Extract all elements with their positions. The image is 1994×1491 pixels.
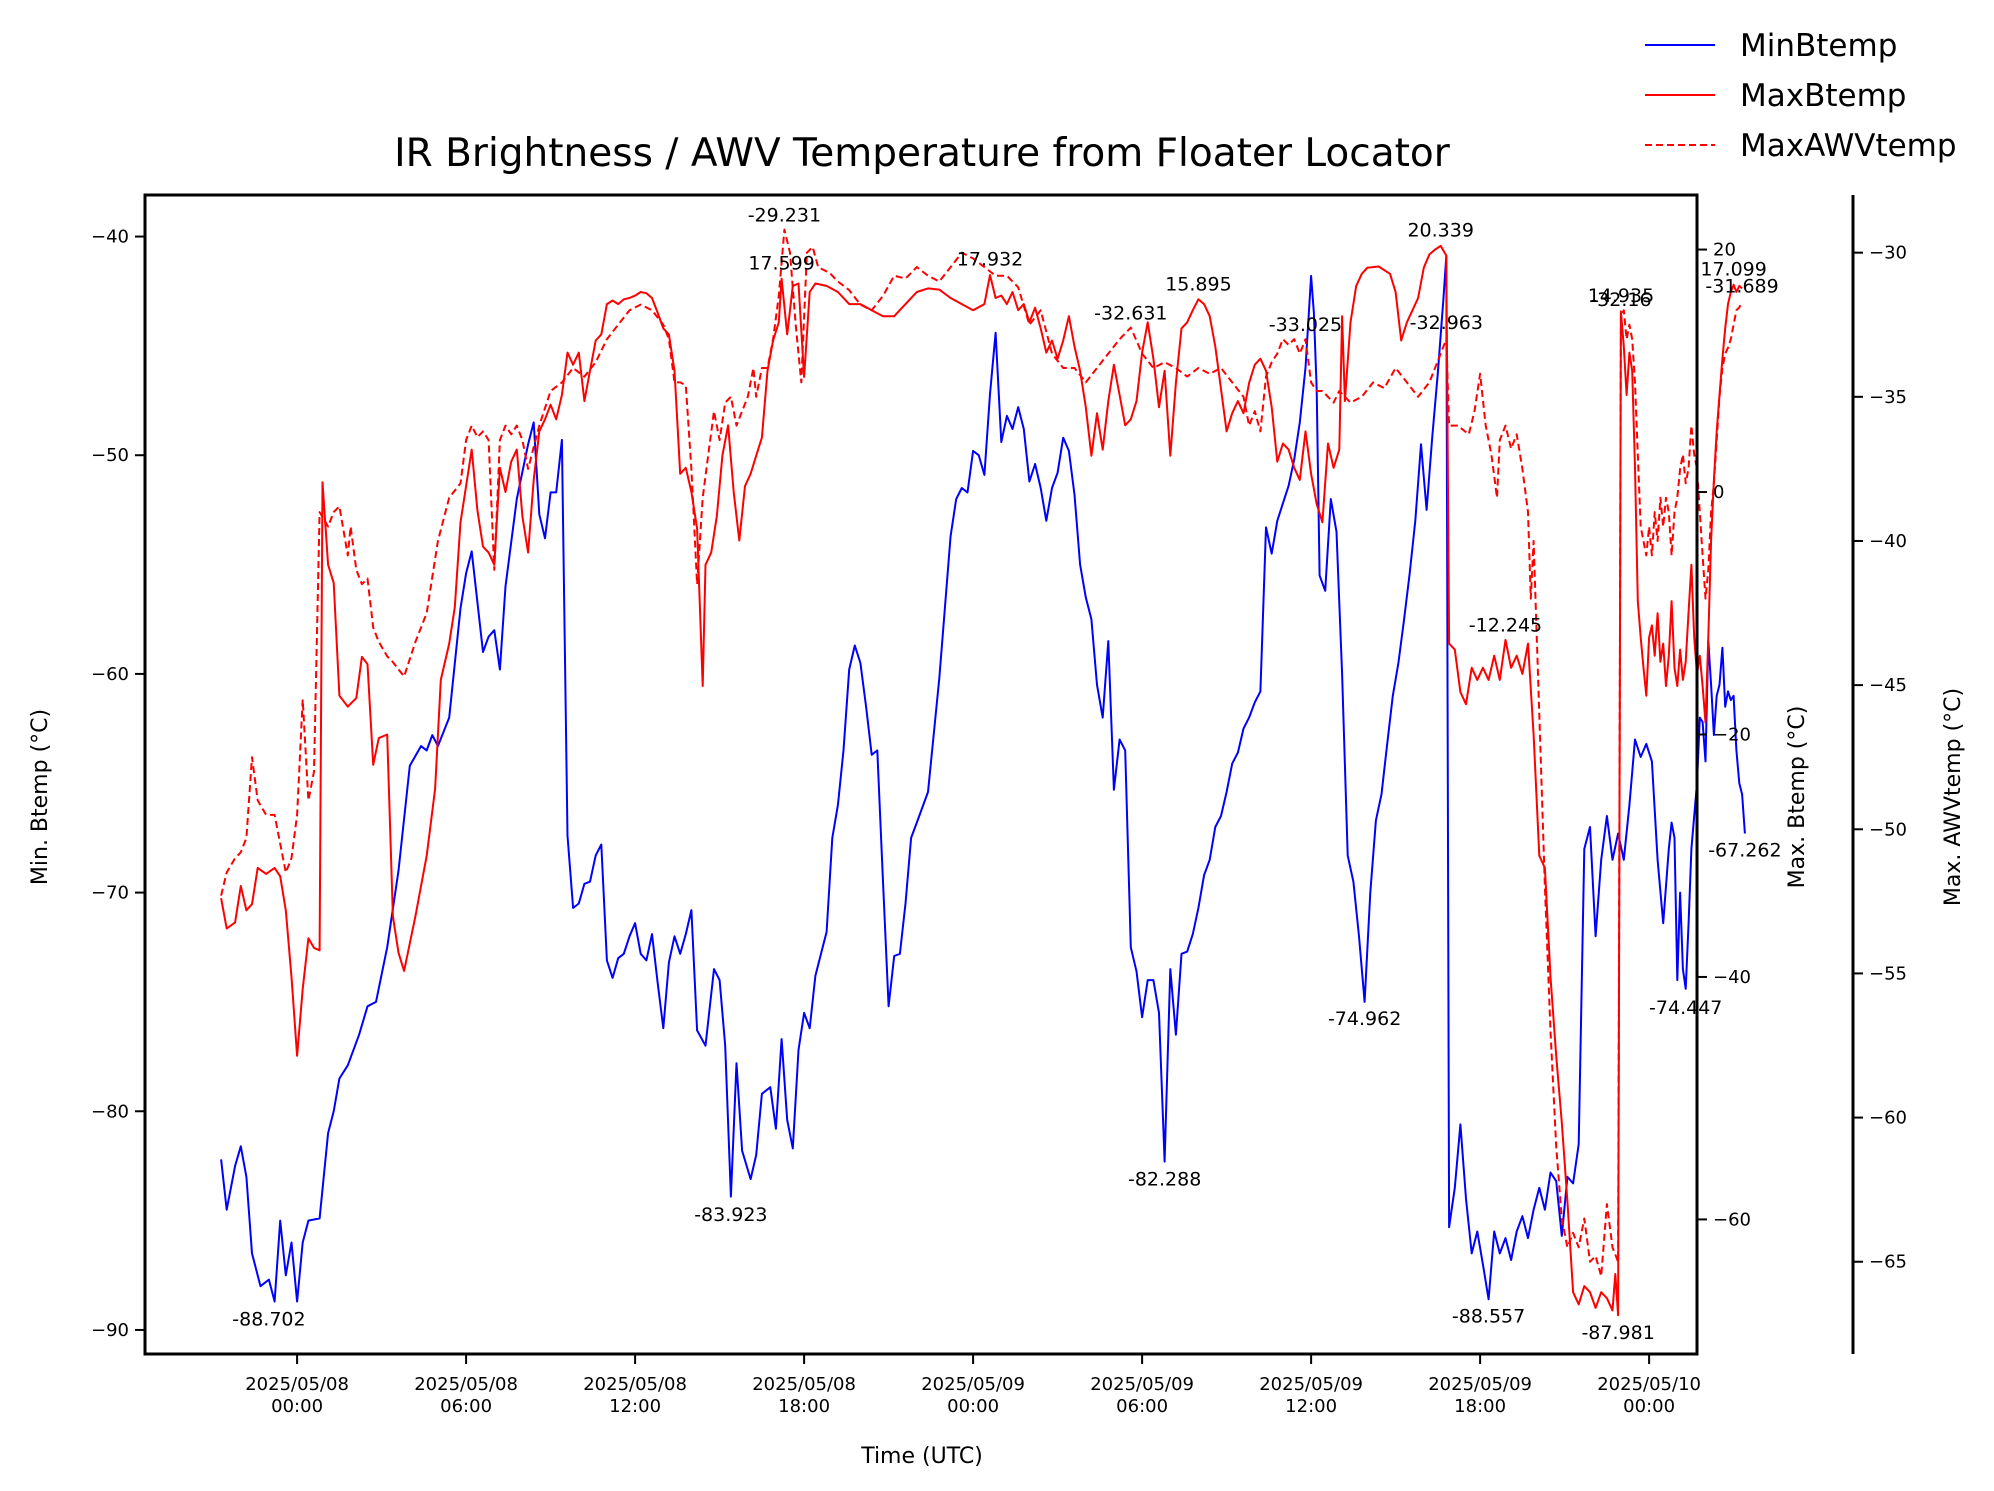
data-label: -88.702 bbox=[232, 1309, 305, 1331]
y-tick-label-left: −40 bbox=[91, 227, 129, 248]
y-tick-label-right: −40 bbox=[1713, 967, 1751, 988]
y-tick-label-right2: −60 bbox=[1869, 1108, 1907, 1129]
data-label: -31.689 bbox=[1705, 275, 1778, 297]
legend-label-maxbtemp: MaxBtemp bbox=[1740, 78, 1906, 114]
x-tick-label: 2025/05/09 bbox=[1090, 1374, 1194, 1395]
y-tick-label-left: −80 bbox=[91, 1101, 129, 1122]
x-tick-label: 2025/05/08 bbox=[245, 1374, 349, 1395]
y-tick-label-left: −70 bbox=[91, 883, 129, 904]
y-tick-label-right2: −65 bbox=[1869, 1252, 1907, 1273]
y-tick-label-right2: −40 bbox=[1869, 531, 1907, 552]
data-label: 17.099 bbox=[1700, 259, 1766, 281]
y-tick-label-right2: −30 bbox=[1869, 243, 1907, 264]
plot-frame bbox=[143, 193, 1699, 1356]
data-label: -82.288 bbox=[1128, 1168, 1201, 1190]
legend: MinBtemp MaxBtemp MaxAWVtemp bbox=[1645, 28, 1957, 164]
x-tick-label: 12:00 bbox=[609, 1396, 661, 1417]
y-tick-label-right2: −50 bbox=[1869, 819, 1907, 840]
x-tick-label: 06:00 bbox=[440, 1396, 492, 1417]
data-label: -74.962 bbox=[1328, 1008, 1401, 1030]
y-tick-label-right: 0 bbox=[1713, 482, 1724, 503]
x-axis-label: Time (UTC) bbox=[860, 1444, 983, 1469]
chart-title: IR Brightness / AWV Temperature from Flo… bbox=[394, 131, 1451, 176]
data-label: 17.932 bbox=[957, 249, 1023, 271]
y-tick-label-right2: −45 bbox=[1869, 675, 1907, 696]
data-label: -87.981 bbox=[1581, 1322, 1654, 1344]
x-tick-label: 00:00 bbox=[271, 1396, 323, 1417]
data-label: -83.923 bbox=[694, 1204, 767, 1226]
y-tick-label-right2: −55 bbox=[1869, 963, 1907, 984]
data-label: -12.245 bbox=[1469, 614, 1542, 636]
data-label: 14.935 bbox=[1588, 285, 1654, 307]
y-tick-label-right: −60 bbox=[1713, 1209, 1751, 1230]
data-label: 17.599 bbox=[748, 253, 814, 275]
y-tick-label-left: −50 bbox=[91, 445, 129, 466]
x-tick-label: 2025/05/08 bbox=[752, 1374, 856, 1395]
y-axis-label-right2: Max. AWVtemp (°C) bbox=[1941, 688, 1966, 906]
x-tick-label: 2025/05/09 bbox=[921, 1374, 1025, 1395]
x-tick-label: 06:00 bbox=[1116, 1396, 1168, 1417]
series-line-maxawvtemp bbox=[220, 228, 1743, 1278]
legend-label-maxawvtemp: MaxAWVtemp bbox=[1740, 128, 1957, 164]
data-label: -32.631 bbox=[1094, 303, 1167, 325]
data-label: 15.895 bbox=[1165, 273, 1231, 295]
series-layer bbox=[220, 228, 1746, 1317]
data-label: -74.447 bbox=[1649, 997, 1722, 1019]
series-line-minbtemp bbox=[220, 255, 1746, 1303]
axes-layer: 2025/05/0800:002025/05/0806:002025/05/08… bbox=[91, 193, 1907, 1417]
x-tick-label: 2025/05/09 bbox=[1259, 1374, 1363, 1395]
y-axis-label-left: Min. Btemp (°C) bbox=[28, 709, 53, 885]
series-line-maxbtemp bbox=[220, 244, 1743, 1317]
x-tick-label: 18:00 bbox=[778, 1396, 830, 1417]
annotation-layer: -88.702 -83.923 -82.288 -74.962 -88.557 -74.4… bbox=[232, 204, 1781, 1344]
data-label: -88.557 bbox=[1452, 1305, 1525, 1327]
x-tick-label: 12:00 bbox=[1285, 1396, 1337, 1417]
x-tick-label: 2025/05/09 bbox=[1428, 1374, 1532, 1395]
y-tick-label-left: −60 bbox=[91, 664, 129, 685]
x-tick-label: 2025/05/10 bbox=[1597, 1374, 1701, 1395]
data-label: 20.339 bbox=[1407, 219, 1473, 241]
data-label: -67.262 bbox=[1708, 840, 1781, 862]
y-tick-label-right: −20 bbox=[1713, 724, 1751, 745]
x-tick-label: 2025/05/08 bbox=[583, 1374, 687, 1395]
y-axis-label-right: Max. Btemp (°C) bbox=[1785, 706, 1810, 889]
x-tick-label: 18:00 bbox=[1454, 1396, 1506, 1417]
y-tick-label-right: 20 bbox=[1713, 240, 1736, 261]
legend-label-minbtemp: MinBtemp bbox=[1740, 28, 1897, 64]
data-label: -29.231 bbox=[748, 204, 821, 226]
data-label: -32.963 bbox=[1410, 312, 1483, 334]
x-tick-label: 00:00 bbox=[1623, 1396, 1675, 1417]
y-tick-label-left: −90 bbox=[91, 1320, 129, 1341]
data-label: -33.025 bbox=[1269, 314, 1342, 336]
data-label: -32.16 bbox=[1590, 289, 1651, 311]
y-tick-label-right2: −35 bbox=[1869, 387, 1907, 408]
x-tick-label: 2025/05/08 bbox=[414, 1374, 518, 1395]
x-tick-label: 00:00 bbox=[947, 1396, 999, 1417]
